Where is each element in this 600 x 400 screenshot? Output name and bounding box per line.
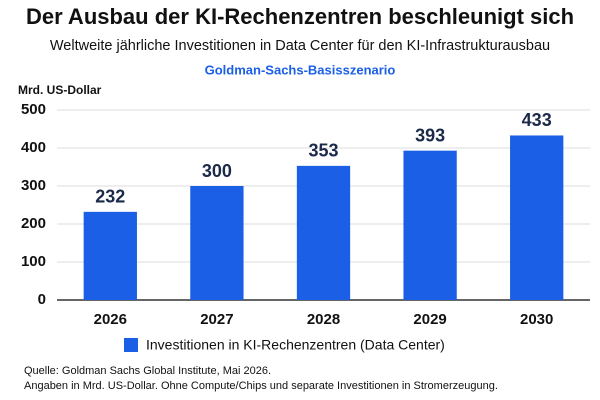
data-label: 232 [95, 187, 125, 207]
x-tick-label: 2027 [200, 311, 233, 328]
data-label: 393 [415, 125, 445, 145]
y-tick-label: 200 [21, 215, 46, 232]
source-note: Quelle: Goldman Sachs Global Institute, … [24, 365, 271, 377]
bar [190, 186, 244, 300]
x-tick-label: 2029 [413, 311, 446, 328]
data-label: 433 [522, 110, 552, 130]
data-label: 353 [308, 141, 338, 161]
chart-subtitle: Weltweite jährliche Investitionen in Dat… [50, 38, 550, 54]
bar [403, 150, 457, 300]
bar [83, 211, 137, 300]
y-axis-label: Mrd. US-Dollar [18, 83, 102, 97]
bar [296, 165, 351, 300]
x-tick-label: 2030 [520, 311, 553, 328]
legend-label: Investitionen in KI-Rechenzentren (Data … [146, 337, 445, 353]
data-label: 300 [202, 161, 232, 181]
legend-swatch [124, 338, 138, 352]
y-tick-label: 500 [21, 101, 46, 118]
y-tick-label: 100 [21, 253, 46, 270]
y-tick-label: 400 [21, 139, 46, 156]
chart-title: Der Ausbau der KI-Rechenzentren beschleu… [26, 4, 574, 29]
x-tick-label: 2028 [307, 311, 340, 328]
scenario-label: Goldman-Sachs-Basisszenario [205, 62, 396, 77]
bar [510, 135, 564, 300]
y-tick-label: 300 [21, 177, 46, 194]
source-note: Angaben in Mrd. US-Dollar. Ohne Compute/… [24, 380, 498, 392]
y-tick-label: 0 [38, 291, 46, 308]
x-tick-label: 2026 [94, 311, 127, 328]
